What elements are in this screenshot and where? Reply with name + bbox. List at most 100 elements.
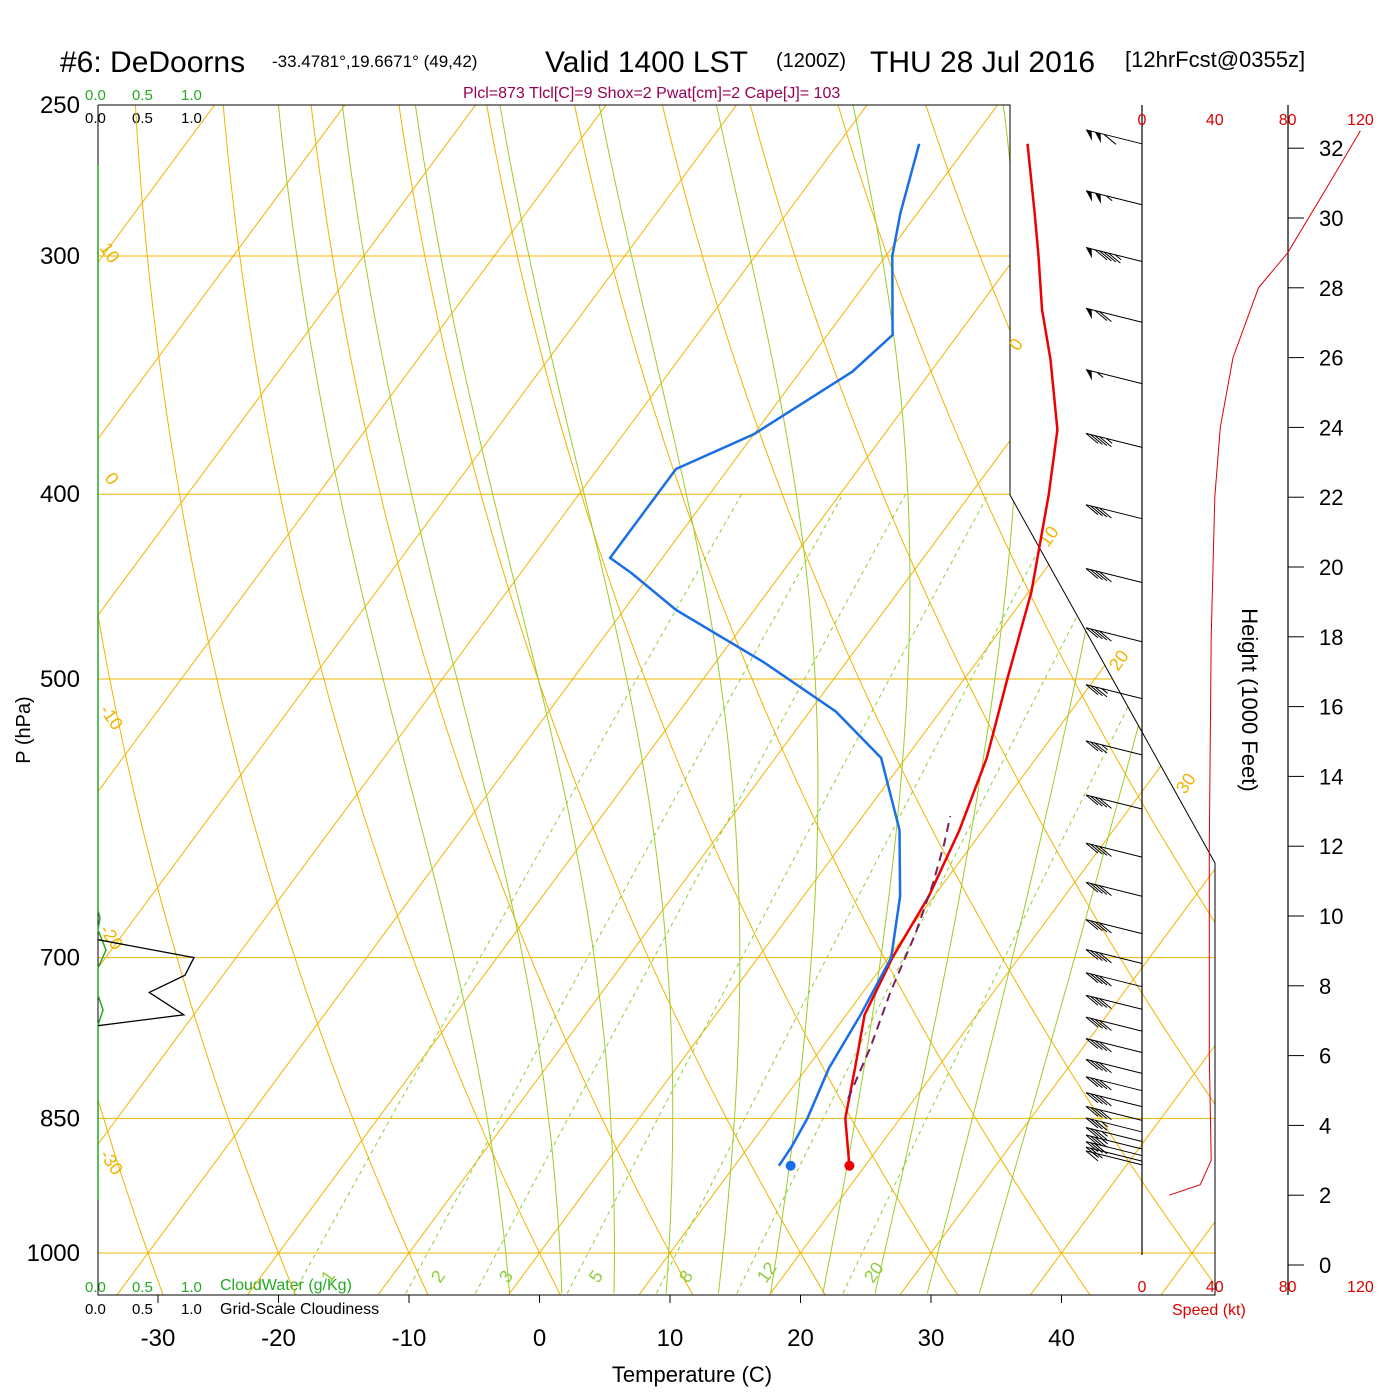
height-tick-label: 16 bbox=[1319, 695, 1343, 720]
wind-barb-flag bbox=[1090, 685, 1103, 697]
wind-barb-flag bbox=[1090, 1017, 1103, 1029]
wind-barb bbox=[1085, 1126, 1143, 1142]
station-title: #6: DeDoorns bbox=[60, 46, 245, 79]
dry-adiabat-line bbox=[134, 105, 446, 1295]
wind-barb-half-flag bbox=[1092, 1152, 1100, 1158]
speed-tick-label: 120 bbox=[1347, 112, 1374, 129]
wind-barb-flag bbox=[1085, 1092, 1099, 1104]
wind-barb-staff bbox=[1085, 246, 1143, 262]
wind-barb-flag bbox=[1099, 1079, 1112, 1091]
pressure-tick-label: 300 bbox=[40, 243, 80, 270]
cloud-profiles bbox=[97, 165, 195, 1200]
temperature-tick-label: -20 bbox=[261, 1325, 296, 1352]
cloudwater-scale-tick: 1.0 bbox=[181, 1279, 202, 1296]
wind-barb-half-flag bbox=[1101, 1121, 1109, 1128]
station-coords: -33.4781°,19.6671° (49,42) bbox=[272, 52, 477, 71]
plot-frame bbox=[97, 104, 1216, 1296]
height-tick-label: 4 bbox=[1319, 1113, 1331, 1138]
cloudwater-scale-tick: 0.5 bbox=[132, 1279, 153, 1296]
wind-barb-flag bbox=[1085, 949, 1099, 960]
dry-adiabat-line bbox=[745, 105, 1215, 1295]
surface-dewpoint-marker bbox=[785, 1160, 796, 1171]
wind-barb-flag bbox=[1099, 846, 1112, 857]
cloudiness-profile bbox=[97, 939, 195, 1027]
wind-barb-flag bbox=[1094, 435, 1108, 446]
wind-barb-flag bbox=[1094, 1040, 1108, 1052]
wind-barb-flag bbox=[1094, 570, 1108, 582]
wind-barb-flag bbox=[1094, 844, 1108, 856]
wind-barb-flag bbox=[1090, 628, 1103, 640]
wind-barb-flag bbox=[1099, 311, 1112, 323]
wind-barb-flag bbox=[1085, 627, 1099, 639]
speed-tick-label: 40 bbox=[1206, 112, 1224, 129]
isotherm-line bbox=[98, 105, 358, 1295]
x-axis-title: Temperature (C) bbox=[612, 1362, 772, 1387]
speed-tick-label: 0 bbox=[1138, 112, 1147, 129]
dry-adiabat-line bbox=[832, 105, 1215, 1295]
cloudwater-label: CloudWater (g/Kg) bbox=[220, 1277, 352, 1294]
isotherm-label: -30 bbox=[96, 1146, 127, 1179]
wind-barb-flag bbox=[1099, 797, 1112, 809]
wind-barb bbox=[1085, 1150, 1143, 1166]
mixing-ratio-label: 2 bbox=[427, 1267, 449, 1287]
height-tick-label: 28 bbox=[1319, 276, 1343, 301]
cloudiness-scale-tick: 0.0 bbox=[85, 1301, 106, 1318]
wind-barb bbox=[1085, 740, 1143, 756]
stability-parameters: Plcl=873 Tlcl[C]=9 Shox=2 Pwat[cm]=2 Cap… bbox=[463, 85, 840, 102]
mixing-ratio-line bbox=[405, 493, 844, 1294]
cloudwater-scale-tick: 0.5 bbox=[132, 87, 153, 104]
wind-barb-flag bbox=[1094, 629, 1108, 641]
valid-time: Valid 1400 LST bbox=[545, 46, 748, 79]
surface-temperature-marker bbox=[844, 1160, 855, 1171]
wind-barb bbox=[1085, 432, 1143, 448]
wind-barb-half-flag bbox=[1101, 744, 1109, 751]
mixing-ratio-label: 8 bbox=[675, 1267, 697, 1287]
wind-barb-flag bbox=[1099, 571, 1112, 583]
wind-barb-flag bbox=[1090, 843, 1103, 855]
isotherm-label: -10 bbox=[96, 701, 127, 734]
moist-adiabat-line bbox=[496, 105, 674, 1294]
wind-barb-flag bbox=[1094, 1136, 1108, 1148]
cloudwater-scale-tick: 0.0 bbox=[85, 1279, 106, 1296]
mixing-ratio-label: 20 bbox=[860, 1258, 888, 1286]
wind-barb-flag bbox=[1090, 505, 1103, 517]
isotherm-line bbox=[1002, 105, 1215, 1295]
isotherm-line bbox=[350, 105, 1215, 1295]
pressure-tick-label: 250 bbox=[40, 92, 80, 119]
wind-barb-flag bbox=[1090, 741, 1103, 753]
wind-barb-flag bbox=[1108, 252, 1121, 264]
wind-speed-profile bbox=[1169, 130, 1361, 1196]
mixing-ratio-line bbox=[842, 493, 1215, 1294]
wind-barb bbox=[1085, 794, 1143, 810]
wind-barb-staff bbox=[1085, 129, 1143, 145]
wind-barb-flag bbox=[1090, 434, 1103, 445]
zulu-time: (1200Z) bbox=[776, 50, 846, 72]
wind-barb-flag bbox=[1094, 1094, 1108, 1106]
wind-barb-flag bbox=[1090, 1135, 1103, 1147]
moist-adiabat-line bbox=[412, 105, 615, 1294]
wind-barb-pennant bbox=[1086, 369, 1092, 381]
height-tick-label: 26 bbox=[1319, 346, 1343, 371]
mixing-ratio-label: 3 bbox=[495, 1267, 517, 1287]
isotherm-line bbox=[611, 105, 1215, 1295]
isotherm-line bbox=[741, 105, 1215, 1295]
wind-barb-flag bbox=[1103, 133, 1117, 145]
wind-barb-flag bbox=[1094, 742, 1108, 754]
pressure-tick-label: 850 bbox=[40, 1105, 80, 1132]
height-tick-label: 0 bbox=[1319, 1253, 1331, 1278]
wind-barb-flag bbox=[1099, 630, 1112, 642]
wind-barb-flag bbox=[1090, 973, 1103, 985]
wind-barb bbox=[1085, 246, 1143, 264]
cloudiness-scale-tick: 1.0 bbox=[181, 110, 202, 127]
isotherm-line bbox=[872, 105, 1215, 1295]
isotherm-label: 0 bbox=[101, 469, 123, 489]
wind-barb-flag bbox=[1090, 1128, 1103, 1139]
temperature-tick-label: 40 bbox=[1048, 1325, 1075, 1352]
wind-barb-flag bbox=[1090, 920, 1103, 932]
wind-barb-flag bbox=[1090, 1039, 1103, 1051]
wind-barb-flag bbox=[1090, 883, 1103, 894]
temperature-tick-label: 20 bbox=[787, 1325, 814, 1352]
wind-speed-line bbox=[1169, 130, 1361, 1196]
mixing-ratio-line bbox=[736, 493, 1141, 1294]
isotherm-label: 10 bbox=[96, 239, 124, 267]
